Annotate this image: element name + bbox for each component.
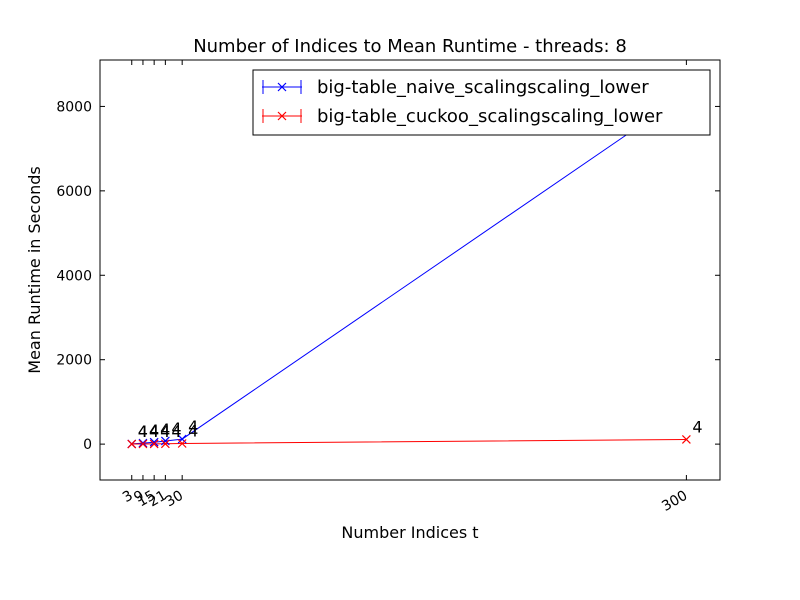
legend: big-table_naive_scalingscaling_lower big… — [252, 69, 711, 136]
legend-entry-cuckoo: big-table_cuckoo_scalingscaling_lower — [262, 106, 663, 127]
y-tick-label: 8000 — [56, 99, 92, 115]
series-0-point-label-1: 4 — [149, 421, 159, 440]
series-1-point-4 — [177, 439, 187, 448]
x-tick-label: 30 — [163, 488, 186, 511]
x-axis-label: Number Indices t — [341, 523, 478, 542]
y-tick-label: 2000 — [56, 353, 92, 369]
y-tick-label: 4000 — [56, 268, 92, 284]
series-0-point-label-2: 4 — [160, 420, 170, 439]
y-axis: 0 2000 4000 6000 8000 — [56, 99, 720, 453]
series-0-point-label-4: 4 — [188, 417, 198, 436]
series-0-point-4 — [177, 434, 187, 444]
series-0-point-2 — [149, 437, 159, 447]
series-1-point-3 — [160, 439, 170, 449]
series-1-point-label-2: 4 — [160, 422, 170, 441]
series-1-point-5 — [681, 435, 691, 444]
plot-area: 444444444444 — [127, 72, 703, 449]
series-1-point-label-5: 4 — [692, 417, 702, 436]
x-tick-label: 15 — [135, 488, 158, 511]
series-lines — [131, 93, 687, 445]
series-0-point-1 — [138, 438, 148, 448]
legend-label-cuckoo: big-table_cuckoo_scalingscaling_lower — [317, 106, 663, 127]
chart-title: Number of Indices to Mean Runtime - thre… — [193, 36, 627, 57]
y-tick-label: 6000 — [56, 184, 92, 200]
legend-label-naive: big-table_naive_scalingscaling_lower — [317, 77, 649, 98]
legend-box — [252, 69, 711, 136]
x-tick-label: 21 — [146, 488, 169, 511]
series-1-point-2 — [149, 439, 159, 449]
series-1-point-label-0: 4 — [138, 422, 148, 441]
plot-frame — [99, 59, 721, 481]
series-line-0 — [131, 93, 687, 445]
series-0-point-label-0: 4 — [138, 422, 148, 441]
series-markers — [127, 89, 691, 449]
legend-entry-naive: big-table_naive_scalingscaling_lower — [262, 77, 649, 98]
series-1-point-0 — [127, 439, 137, 449]
series-1-point-label-1: 4 — [149, 422, 159, 441]
series-0-point-label-3: 4 — [171, 419, 181, 438]
legend-marker-cuckoo — [277, 111, 287, 121]
series-1-point-1 — [138, 439, 148, 449]
y-axis-label: Mean Runtime in Seconds — [25, 166, 44, 373]
series-0-point-3 — [160, 436, 170, 446]
series-line-1 — [131, 439, 687, 445]
legend-marker-naive — [277, 82, 287, 92]
y-tick-label: 0 — [83, 437, 92, 453]
series-1-point-label-4: 4 — [188, 421, 198, 440]
series-1-point-label-3: 4 — [171, 422, 181, 441]
